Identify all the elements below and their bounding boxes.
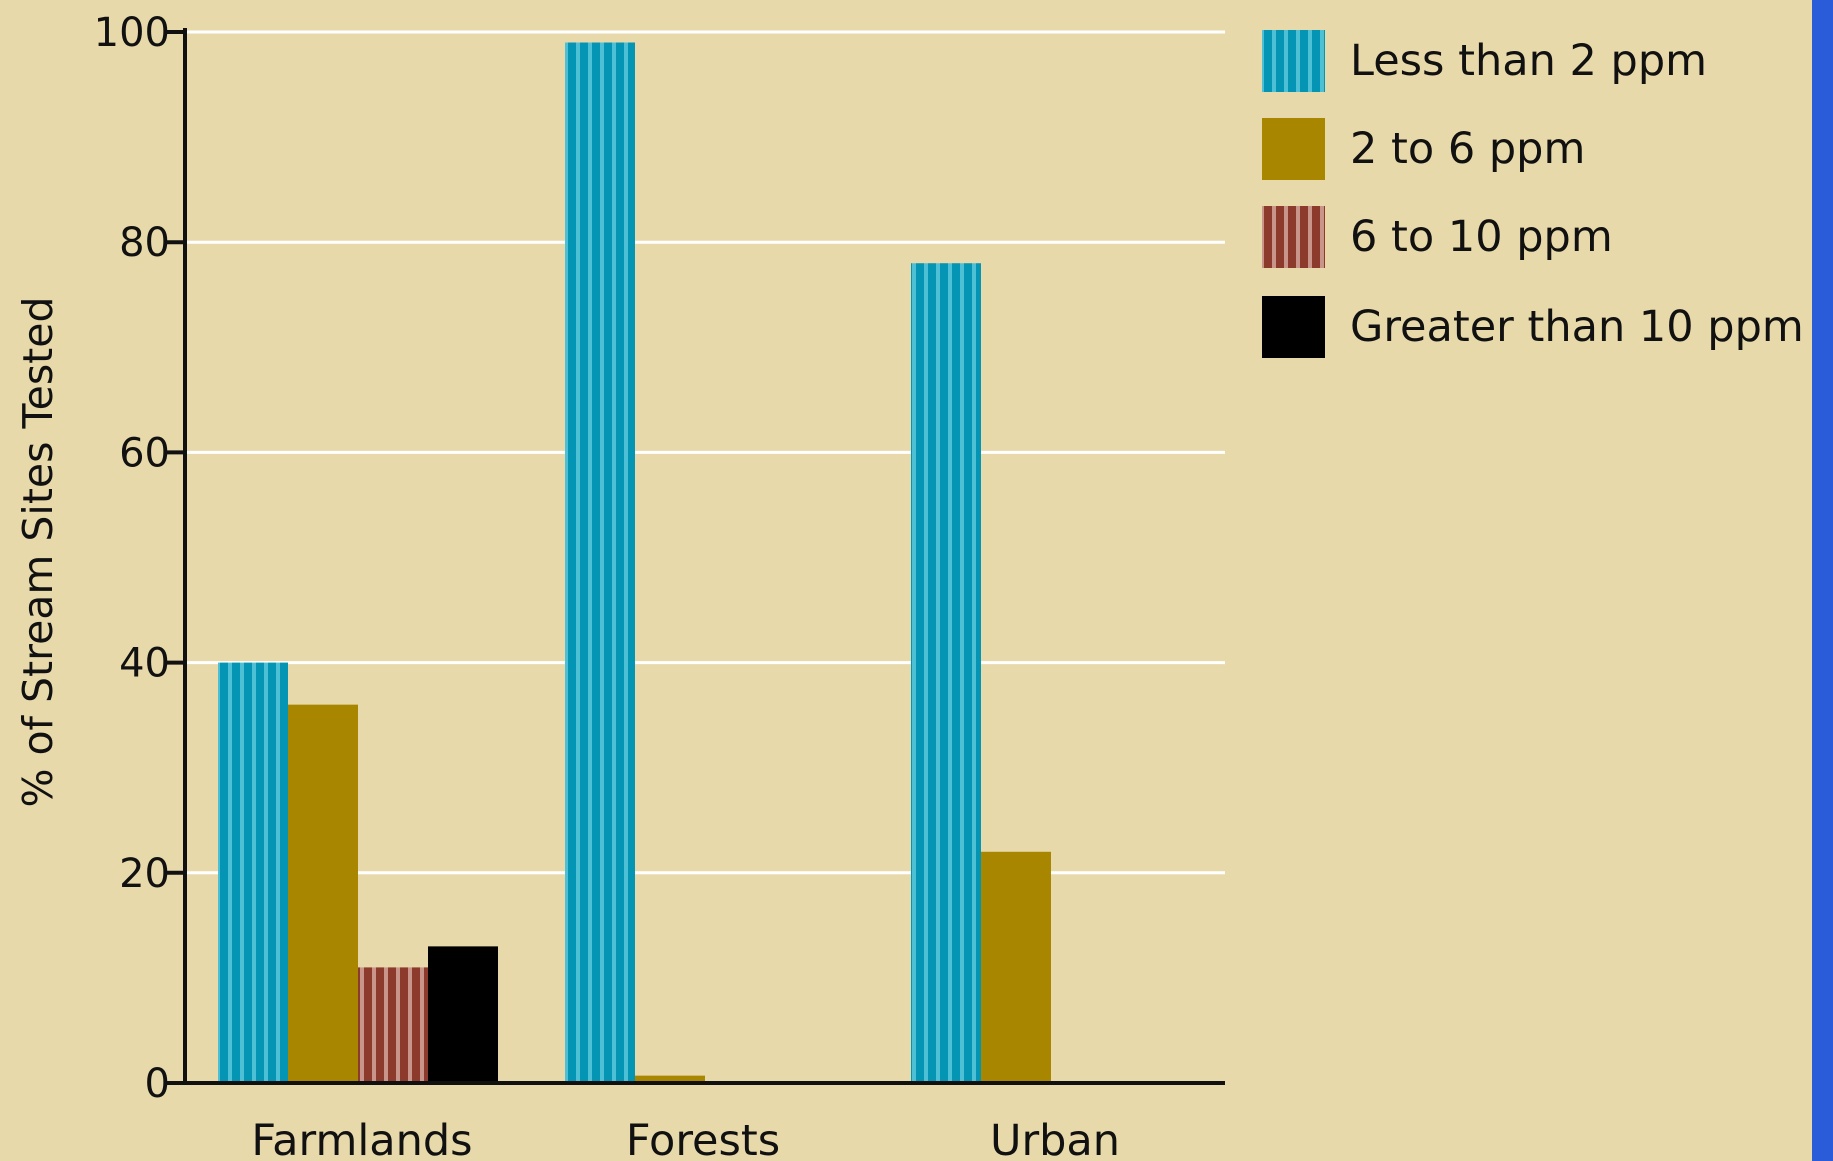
bar-urban-series-2 <box>981 851 1051 1083</box>
bar-forests-series-1 <box>565 42 635 1083</box>
y-tick-label: 80 <box>119 220 170 266</box>
bar-farmlands-series-3 <box>358 967 428 1083</box>
axes <box>167 28 1225 1085</box>
x-tick-label: Farmlands <box>251 1116 472 1161</box>
y-tick-label: 60 <box>119 430 170 476</box>
legend-swatch <box>1262 30 1325 92</box>
gridlines <box>185 30 1225 875</box>
side-border <box>1812 0 1833 1161</box>
bar-forests-series-2 <box>635 1075 705 1083</box>
bar-farmlands-series-2 <box>288 704 358 1083</box>
bar-farmlands-series-4 <box>428 946 498 1083</box>
legend-swatch <box>1262 296 1325 358</box>
legend: Less than 2 ppm 2 to 6 ppm 6 to 10 ppm Grea… <box>1262 30 1804 358</box>
bars <box>218 42 1051 1084</box>
legend-label: Less than 2 ppm <box>1350 36 1707 86</box>
legend-label: 2 to 6 ppm <box>1350 124 1585 174</box>
legend-label: 6 to 10 ppm <box>1350 212 1613 262</box>
y-tick-label: 40 <box>119 641 170 687</box>
x-tick-label: Urban <box>990 1116 1120 1161</box>
bar-farmlands-series-1 <box>218 662 288 1083</box>
y-tick-label: 100 <box>94 10 170 56</box>
legend-swatch <box>1262 118 1325 180</box>
bar-urban-series-1 <box>911 263 981 1084</box>
legend-swatch <box>1262 206 1325 268</box>
legend-label: Greater than 10 ppm <box>1350 302 1804 352</box>
y-tick-label: 0 <box>145 1061 170 1107</box>
y-axis-label: % of Stream Sites Tested <box>14 296 62 807</box>
x-tick-label: Forests <box>626 1116 780 1161</box>
tick-labels: 0 20 40 60 80 100 Farmlands Forests Urban <box>94 10 1120 1161</box>
y-tick-label: 20 <box>119 851 170 897</box>
